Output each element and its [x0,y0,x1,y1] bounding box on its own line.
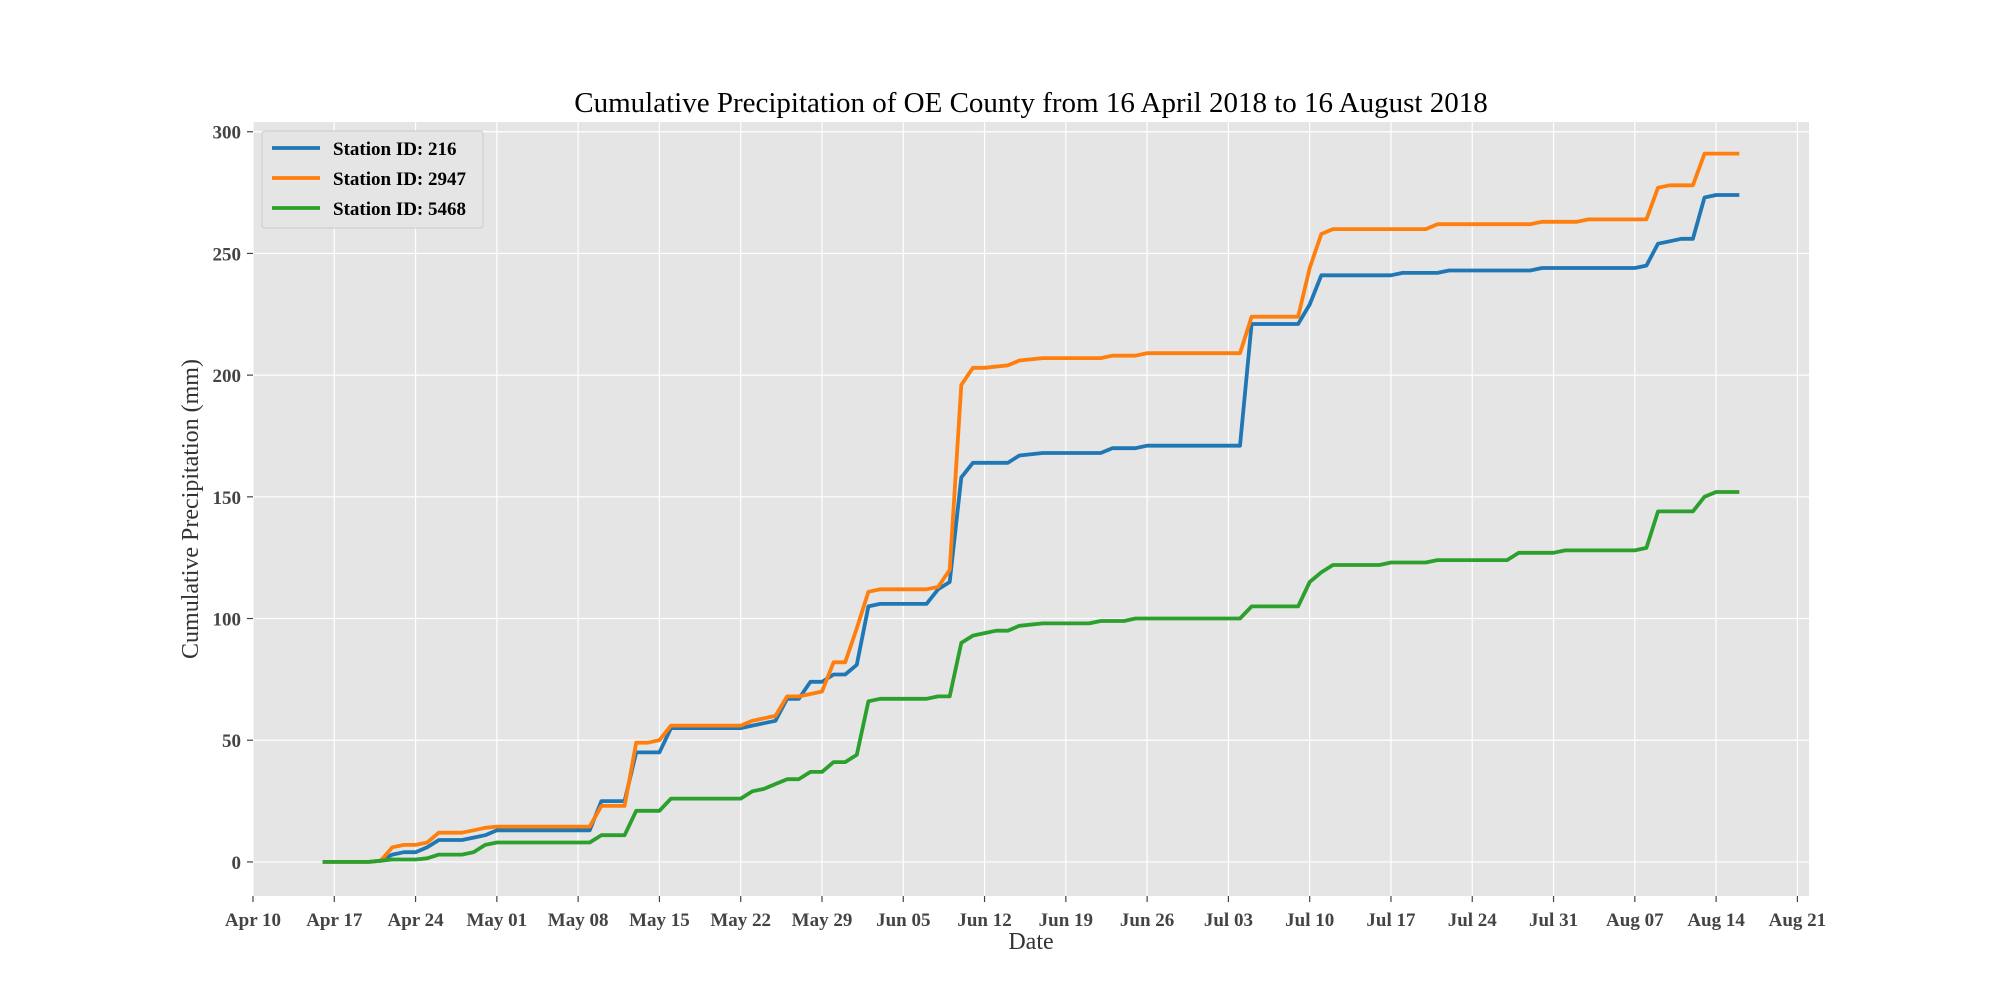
x-tick-label: Aug 14 [1687,910,1745,931]
x-tick-label: Jul 03 [1204,910,1253,931]
x-tick-label: Jun 05 [876,910,930,931]
x-tick-label: Jul 17 [1366,910,1416,931]
series-line-3 [322,490,1740,864]
x-tick-label: Aug 07 [1606,910,1664,931]
legend: Station ID: 216 Station ID: 2947 Station I… [261,130,484,229]
legend-box [261,130,484,229]
x-tick-label: Apr 17 [306,910,363,931]
x-axis-label: Date [1008,929,1053,955]
legend-label-1: Station ID: 216 [333,139,457,160]
legend-label-2: Station ID: 2947 [333,169,467,190]
x-tick-label: Aug 21 [1769,910,1827,931]
x-tick-label: Apr 24 [387,910,444,931]
x-tick-label: May 08 [548,910,609,931]
x-tick-label: Jul 24 [1448,910,1498,931]
x-tick-label: May 29 [792,910,853,931]
series-lines [322,151,1740,864]
y-axis-label: Cumulative Precipitation (mm) [178,359,204,659]
x-tick-label: Jun 26 [1120,910,1174,931]
x-tick-label: Jun 12 [957,910,1011,931]
x-tick-label: Jul 31 [1529,910,1578,931]
plot-area [253,122,1809,896]
series-line-1 [322,193,1740,864]
y-tick-label: 250 [213,244,242,265]
x-tick-label: May 01 [467,910,528,931]
x-axis-ticks: Apr 10 Apr 17 Apr 24 May 01 May 08 May 15 May … [225,896,1826,931]
grid-lines [252,122,1809,896]
chart-title: Cumulative Precipitation of OE County fr… [574,87,1487,119]
x-tick-label: May 15 [629,910,690,931]
series-line-2 [322,151,1740,864]
y-tick-label: 200 [213,366,242,387]
y-tick-label: 150 [213,488,242,509]
y-tick-label: 100 [213,610,242,631]
x-tick-label: Jul 10 [1285,910,1334,931]
x-tick-label: Apr 10 [225,910,281,931]
y-tick-label: 50 [222,731,241,752]
y-tick-label: 0 [232,853,242,874]
y-axis-ticks: 0 50 100 150 200 250 300 [213,123,253,874]
x-tick-label: May 22 [710,910,771,931]
legend-label-3: Station ID: 5468 [333,199,466,220]
y-tick-label: 300 [213,123,242,144]
x-tick-label: Jun 19 [1039,910,1093,931]
